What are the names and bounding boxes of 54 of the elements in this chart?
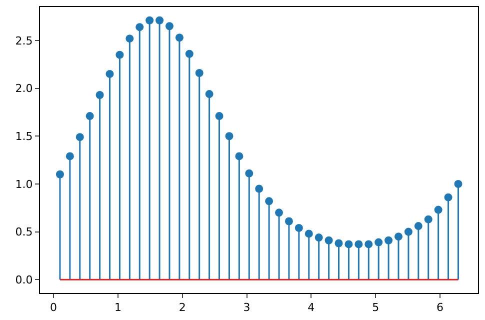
x-tick-label: 1 — [114, 301, 122, 314]
point — [404, 228, 412, 236]
point — [255, 184, 264, 193]
point — [106, 70, 114, 78]
x-tick-label: 2 — [178, 301, 186, 314]
point — [76, 133, 84, 142]
point — [265, 197, 274, 206]
y-tick-label: 1.5 — [15, 130, 33, 143]
x-tick-label: 5 — [372, 301, 380, 314]
point — [314, 234, 323, 242]
point — [195, 69, 204, 77]
point — [56, 170, 64, 178]
point — [324, 236, 333, 244]
point — [215, 112, 224, 120]
point — [245, 169, 254, 178]
point — [414, 222, 422, 230]
point — [146, 16, 154, 24]
point — [304, 230, 313, 238]
point — [165, 22, 174, 30]
point — [384, 236, 393, 244]
point — [294, 224, 303, 232]
point — [126, 34, 134, 43]
x-tick-label: 3 — [243, 301, 250, 314]
point — [66, 152, 74, 160]
y-tick-label: 1.0 — [15, 178, 33, 191]
point — [175, 34, 184, 42]
y-tick-label: 2.5 — [15, 34, 33, 48]
point — [334, 239, 343, 248]
point — [284, 217, 293, 226]
point — [344, 240, 353, 248]
point — [444, 193, 452, 202]
y-tick-label: 0.5 — [15, 226, 33, 239]
point — [374, 238, 383, 246]
point — [235, 152, 244, 160]
point — [434, 206, 442, 214]
y-tick-label: 2.0 — [15, 82, 33, 96]
x-tick-label: 4 — [308, 301, 315, 314]
point — [136, 23, 144, 32]
y-tick-label: 0.0 — [15, 273, 33, 286]
point — [454, 180, 462, 188]
x-tick-label: 0 — [50, 301, 58, 314]
point — [354, 240, 363, 248]
point — [116, 50, 124, 59]
point — [424, 215, 432, 224]
point — [205, 90, 214, 98]
point — [185, 50, 194, 58]
point — [275, 208, 284, 217]
point — [156, 16, 164, 24]
point — [225, 132, 234, 140]
point — [394, 232, 402, 241]
x-tick-label: 6 — [436, 301, 444, 314]
point — [96, 91, 104, 99]
point — [364, 240, 373, 248]
point — [86, 112, 94, 120]
